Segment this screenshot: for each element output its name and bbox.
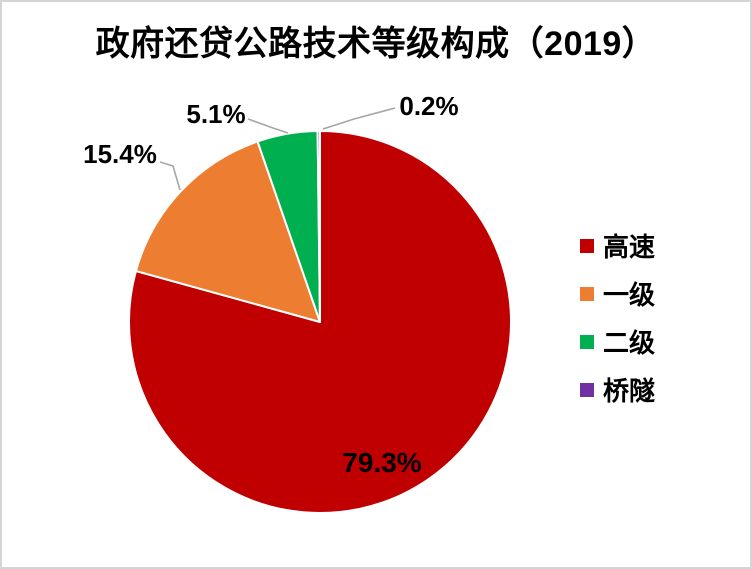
legend-label: 高速 [603, 232, 656, 262]
pie-data-label: 15.4% [83, 139, 157, 169]
pie-slice-bridge-tunnel [316, 130, 321, 323]
legend-swatch-icon [580, 238, 594, 253]
chart-title: 政府还贷公路技术等级构成（2019） [95, 25, 657, 63]
legend-item: 一级 [580, 278, 656, 310]
legend-swatch-icon [580, 382, 594, 397]
legend-label: 二级 [603, 328, 656, 358]
pie-data-label: 79.3% [342, 447, 421, 478]
leader-line [159, 161, 181, 191]
leader-line [247, 118, 289, 134]
legend-label: 一级 [603, 280, 656, 310]
legend-item: 二级 [580, 326, 656, 358]
legend-item: 高速 [580, 230, 656, 262]
pie-data-label: 0.2% [399, 91, 458, 121]
leader-line [322, 107, 396, 130]
legend-swatch-icon [580, 334, 594, 349]
legend-swatch-icon [580, 286, 594, 301]
legend: 高速 一级 二级 桥隧 [580, 230, 656, 406]
pie-data-label: 5.1% [186, 99, 245, 129]
legend-item: 桥隧 [580, 374, 656, 406]
pie-slice-class1 [134, 140, 321, 323]
legend-label: 桥隧 [603, 376, 656, 406]
